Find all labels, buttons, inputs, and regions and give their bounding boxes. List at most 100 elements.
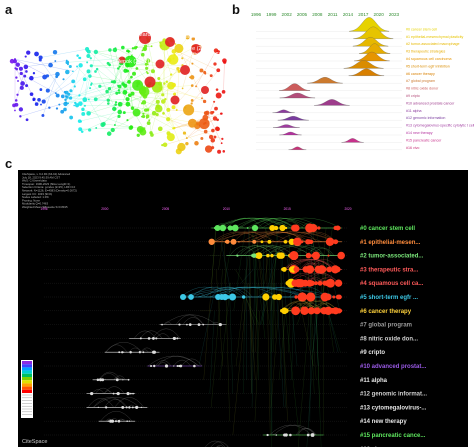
network-node (55, 107, 59, 110)
network-node (125, 97, 130, 102)
cluster-node (336, 281, 340, 285)
timeline-year-label: 2020 (374, 12, 385, 17)
network-node (157, 77, 161, 81)
cluster-label: #12 genomic information (406, 116, 445, 120)
network-node (29, 92, 34, 96)
citation-arc (205, 286, 250, 298)
legend-color-band (22, 361, 32, 365)
network-node (62, 78, 65, 81)
network-node (162, 112, 165, 115)
cluster-density-ridge (277, 116, 309, 121)
network-edge (84, 85, 138, 100)
cluster-node (115, 378, 119, 382)
cluster-node (324, 306, 333, 316)
network-node (200, 136, 204, 140)
cluster-label: #2 tumor-associated... (360, 254, 424, 260)
network-node (136, 81, 141, 86)
cross-cluster-link (314, 269, 319, 367)
cluster-node (319, 309, 323, 313)
cluster-node (176, 337, 179, 340)
network-node (145, 58, 151, 64)
cluster-label: #8 nitric oxide don... (360, 336, 418, 342)
network-edge (117, 85, 144, 129)
network-node (24, 55, 27, 58)
network-node (216, 50, 221, 54)
header-line: Weighted Mean Silhouette S=0.8915 (22, 205, 68, 209)
network-node (106, 61, 110, 65)
network-node (174, 43, 184, 53)
cluster-density-ridge (341, 138, 364, 143)
network-node (141, 114, 146, 119)
citation-arc (205, 440, 225, 447)
network-node (171, 82, 176, 88)
citation-arc (271, 433, 275, 436)
cluster-label: #11 alpha (360, 378, 388, 384)
cluster-node (116, 392, 120, 396)
network-node (117, 109, 123, 115)
network-node (118, 104, 121, 107)
cluster-node (121, 405, 125, 409)
network-node (216, 118, 219, 122)
citespace-logo: CiteSpace (22, 439, 47, 445)
cluster-node (219, 224, 227, 232)
network-edge (97, 68, 120, 87)
network-node (127, 93, 132, 98)
network-node (117, 89, 121, 92)
citation-arc (103, 390, 113, 394)
network-edge (25, 60, 67, 67)
header-line: Pruning: None (22, 198, 40, 202)
cluster-label: #9 cripto (406, 94, 420, 98)
citation-arc (182, 317, 204, 325)
timeline-years: 1996 1999 2002 2005 2008 2011 2014 2017 2020 2023 (251, 12, 400, 17)
network-edge (95, 71, 147, 100)
cluster-node (172, 336, 176, 340)
cluster-node (289, 251, 299, 261)
cross-cluster-link (254, 310, 260, 422)
network-node (167, 54, 179, 65)
header-line: July 18, 2023 9:45:39 AM CST (22, 175, 60, 179)
network-hub-node (165, 37, 175, 47)
network-edge (65, 100, 109, 103)
cluster-node (251, 254, 255, 258)
network-node (48, 62, 53, 68)
network-edge (88, 81, 130, 114)
network-node (146, 62, 149, 65)
cluster-node (132, 392, 134, 395)
cluster-label: #5 short-term egfr ... (360, 295, 418, 301)
cluster-node (238, 240, 240, 243)
legend-color-band (22, 380, 32, 384)
citation-arc (295, 428, 316, 436)
legend-color-band (22, 367, 32, 371)
network-node (93, 49, 99, 55)
network-node (52, 50, 58, 55)
network-edge (160, 109, 189, 129)
network-node (166, 117, 171, 122)
network-node (166, 107, 171, 112)
cluster-node (269, 224, 276, 232)
cluster-label: #13 cytomegalovirus-... (360, 405, 427, 411)
network-node (78, 56, 82, 60)
network-edge (159, 83, 175, 129)
cluster-node (311, 251, 321, 260)
cluster-density-ridge (279, 92, 316, 99)
network-node (130, 106, 135, 110)
citation-arc (100, 411, 133, 422)
network-node (63, 101, 68, 107)
network-node (41, 99, 46, 104)
cluster-node (305, 239, 311, 245)
network-node (86, 111, 91, 116)
network-edge (147, 68, 179, 111)
network-node (105, 89, 109, 94)
network-node (215, 88, 219, 91)
cluster-node (121, 351, 124, 354)
network-node (135, 67, 139, 70)
cluster-node (295, 267, 299, 271)
cluster-node (125, 406, 128, 409)
network-node (189, 75, 195, 80)
network-node (13, 59, 17, 64)
citation-arc (226, 217, 263, 229)
network-node (150, 69, 155, 74)
cluster-node (288, 266, 295, 273)
network-node (73, 104, 76, 107)
cross-cluster-link (279, 310, 286, 380)
